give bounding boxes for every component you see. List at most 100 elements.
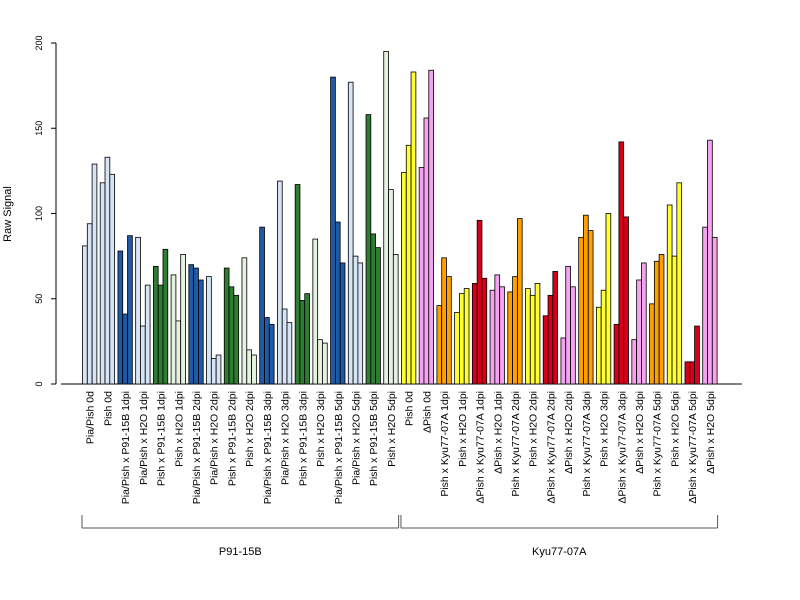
category-label: Pia/Pish x H2O 2dpi [209,391,221,485]
bar [277,180,283,385]
category-label: Pish 0d [404,391,416,426]
bar [383,51,389,385]
bar [352,255,359,385]
category-label: Pish 0d [102,391,114,426]
bar [507,291,513,385]
category-label: Pia/Pish x H2O 3dpi [280,391,292,485]
category-label: Pish x Kyu77-07A 2dpi [510,391,522,497]
bar [671,255,678,385]
bar [512,276,518,385]
bar [170,274,177,385]
bar [471,283,478,385]
bar [206,276,212,385]
category-label: ΔPish x H2O 2dpi [563,391,575,474]
category-label: Pish x P91-15B 2dpi [226,391,238,486]
category-label: Pish x H2O 1dpi [173,391,185,467]
category-label: Pia/Pish x P91-15B 3dpi [262,391,274,504]
bar [676,182,683,385]
category-label: Pish x H2O 2dpi [528,391,540,467]
category-labels: Pia/Pish 0d Pish 0d Pia/Pish x P91-15B 1dp… [85,391,717,504]
category-label: Pia/Pish x H2O 1dpi [138,391,150,485]
bar [666,204,673,385]
bar [436,305,443,385]
bar [268,323,275,385]
bar [547,294,554,385]
bar [135,236,141,385]
bar [215,354,222,385]
category-label: Pish x P91-15B 5dpi [368,391,380,486]
bar [157,284,164,385]
bar [587,230,594,385]
bar [86,223,93,385]
bar [233,294,240,385]
bar [375,247,381,385]
bar [259,226,265,385]
bar [534,283,541,385]
bar [294,184,301,385]
category-label: Pia/Pish x H2O 5dpi [351,391,363,485]
bar [330,76,336,385]
bar [281,308,288,385]
bar [631,339,638,385]
bar [299,300,306,385]
category-label: ΔPish x H2O 5dpi [705,391,717,474]
bar [476,219,483,385]
category-label: Pia/Pish x P91-15B 1dpi [120,391,132,504]
bar [423,117,430,385]
bar [410,71,417,385]
bar [499,286,505,385]
category-label: ΔPish x Kyu77-07A 3dpi [616,391,628,504]
bar [127,235,133,385]
bar [595,306,602,385]
bar [446,276,452,385]
bar [162,248,169,385]
category-label: Pish x H2O 3dpi [599,391,611,467]
bar [357,262,364,385]
bar [481,277,488,385]
bar [91,163,98,385]
bar [304,293,310,385]
bar [251,354,257,385]
bar [702,226,708,385]
category-label: Pish x Kyu77-07A 3dpi [581,391,593,497]
bar [494,274,501,385]
category-label: Pia/Pish x P91-15B 5dpi [333,391,345,504]
y-tick-label: 0 [34,381,44,386]
bar [454,311,460,385]
group-label: P91-15B [219,546,262,558]
bar [649,303,655,385]
bar [241,257,248,385]
bar [583,214,589,385]
bar [623,216,629,385]
y-tick-label: 100 [34,206,44,221]
bar [694,325,700,385]
category-label: Pish x H2O 3dpi [315,391,327,467]
bar [552,271,559,385]
category-label: Pia/Pish x P91-15B 2dpi [191,391,203,504]
bar [286,322,293,385]
bar [388,189,394,385]
bar [334,221,341,385]
bar [188,264,195,385]
y-axis-title: Raw Signal [2,186,14,242]
category-label: ΔPish x Kyu77-07A 5dpi [687,391,699,504]
y-tick-label: 200 [34,35,44,50]
y-tick-label: 50 [34,294,44,304]
bar [264,317,270,385]
bar [99,182,106,385]
bar [117,250,124,385]
bar [565,265,571,385]
bar [560,337,567,385]
bar [347,81,354,385]
bar [428,69,434,385]
category-label: ΔPish 0d [421,391,433,433]
group-brackets: P91-15B Kyu77-07A [81,515,719,558]
bar [312,238,319,385]
category-label: ΔPish x H2O 3dpi [634,391,646,474]
bar [198,279,204,385]
bar [711,236,718,385]
category-label: Pish x Kyu77-07A 1dpi [439,391,451,497]
bar [140,325,146,385]
bar [401,172,407,385]
